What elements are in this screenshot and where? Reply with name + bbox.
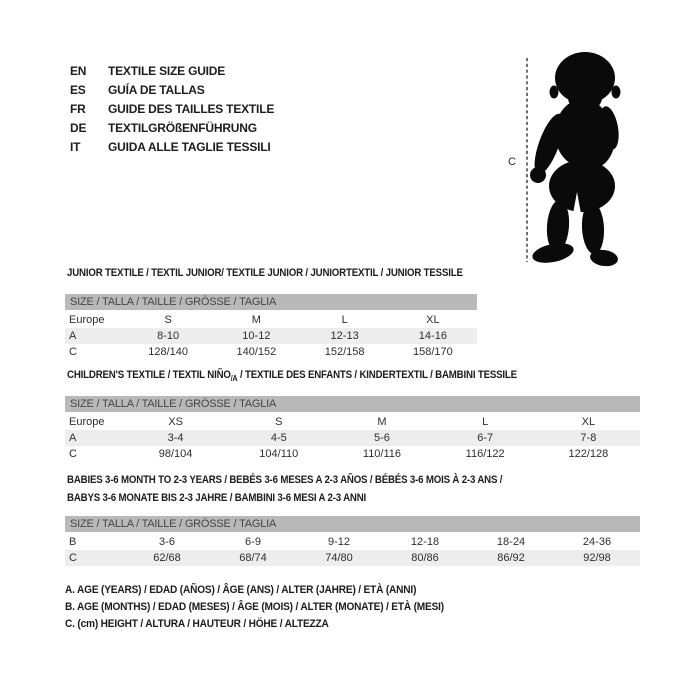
- size-cell: 9-12: [327, 536, 351, 549]
- size-cell: 80/86: [411, 552, 439, 565]
- size-header-bar: SIZE / TALLA / TAILLE / GRÖSSE / TAGLIA: [65, 516, 640, 533]
- size-cell: 74/80: [325, 552, 353, 565]
- size-cell: 110/116: [362, 448, 402, 461]
- footnote-a: A. AGE (YEARS) / EDAD (AÑOS) / ÂGE (ANS)…: [65, 584, 417, 596]
- size-cell: 14-16: [418, 330, 447, 343]
- size-grid: Europe XS S M L XL A 3-4 4-5 5-6 6-7 7-8 C 98/104 104/…: [65, 414, 640, 462]
- size-cell: 4-5: [270, 432, 287, 445]
- footnotes-block: A. AGE (YEARS) / EDAD (AÑOS) / ÂGE (ANS)…: [65, 582, 477, 633]
- language-guide-block: EN TEXTILE SIZE GUIDE ES GUÍA DE TALLAS …: [70, 62, 274, 157]
- footnote-c: C. (cm) HEIGHT / ALTURA / HAUTEUR / HÖHE…: [65, 618, 329, 630]
- size-row-b: B 3-6 6-9 9-12 12-18 18-24 24-36: [65, 534, 640, 550]
- size-cell: 12-13: [330, 330, 359, 343]
- size-cell: 5-6: [374, 432, 390, 445]
- row-label: B: [69, 536, 77, 549]
- size-row-c: C 62/68 68/74 74/80 80/86 86/92 92/98: [65, 550, 640, 567]
- language-row-de: DE TEXTILGRÖßENFÜHRUNG: [70, 119, 274, 138]
- table-title-line2: BABYS 3-6 MONATE BIS 2-3 JAHRE / BAMBINI…: [67, 492, 367, 505]
- size-cell: 10-12: [242, 330, 271, 343]
- language-code: FR: [70, 102, 86, 116]
- size-grid: Europe S M L XL A 8-10 10-12 12-13 14-16 C 128/140 1…: [65, 312, 477, 360]
- size-cell: 24-36: [582, 536, 612, 549]
- size-cell: 92/98: [583, 552, 611, 565]
- size-row-a: A 8-10 10-12 12-13 14-16: [65, 328, 477, 345]
- babies-textile-table: BABIES 3-6 MONTH TO 2-3 YEARS / BEBÉS 3-…: [65, 473, 640, 567]
- language-code: IT: [70, 140, 81, 154]
- size-cell: 6-7: [477, 432, 494, 445]
- size-cell: 3-4: [167, 432, 184, 445]
- size-cell: 12-18: [410, 536, 440, 549]
- size-cell: 122/128: [568, 448, 609, 461]
- size-cell: XL: [426, 314, 440, 327]
- size-header-bar: SIZE / TALLA / TAILLE / GRÖSSE / TAGLIA: [65, 396, 640, 413]
- size-cell: 158/170: [412, 346, 453, 359]
- size-cell: 62/68: [153, 552, 181, 565]
- language-label: GUIDA ALLE TAGLIE TESSILI: [108, 140, 271, 154]
- baby-silhouette-image: [526, 52, 621, 273]
- height-measure-label: C: [508, 156, 516, 168]
- table-title: CHILDREN'S TEXTILE / TEXTIL NIÑO/A / TEX…: [67, 369, 517, 384]
- size-row-europe: Europe XS S M L XL: [65, 414, 640, 430]
- language-row-fr: FR GUIDE DES TAILLES TEXTILE: [70, 100, 274, 119]
- size-row-a: A 3-4 4-5 5-6 6-7 7-8: [65, 430, 640, 447]
- language-label: TEXTILE SIZE GUIDE: [108, 64, 226, 78]
- size-cell: 104/110: [259, 448, 299, 461]
- size-cell: S: [275, 416, 283, 429]
- language-code: ES: [70, 83, 86, 97]
- language-row-en: EN TEXTILE SIZE GUIDE: [70, 62, 274, 81]
- language-label: TEXTILGRÖßENFÜHRUNG: [108, 121, 257, 135]
- size-cell: 98/104: [158, 448, 193, 461]
- row-label: A: [69, 432, 77, 445]
- childrens-textile-table: CHILDREN'S TEXTILE / TEXTIL NIÑO/A / TEX…: [65, 368, 640, 462]
- size-cell: S: [164, 314, 172, 327]
- size-header-bar: SIZE / TALLA / TAILLE / GRÖSSE / TAGLIA: [65, 294, 477, 311]
- table-title: BABIES 3-6 MONTH TO 2-3 YEARS / BEBÉS 3-…: [67, 473, 571, 506]
- size-cell: 68/74: [239, 552, 267, 565]
- size-grid: B 3-6 6-9 9-12 12-18 18-24 24-36 C 62/68 68/74 74/…: [65, 534, 640, 567]
- language-row-es: ES GUÍA DE TALLAS: [70, 81, 274, 100]
- row-label: Europe: [69, 314, 105, 327]
- size-cell: 18-24: [496, 536, 526, 549]
- size-cell: 128/140: [148, 346, 188, 359]
- footnote-b: B. AGE (MONTHS) / EDAD (MESES) / ÂGE (MO…: [65, 601, 444, 613]
- language-code: DE: [70, 121, 87, 135]
- size-cell: 6-9: [245, 536, 261, 549]
- row-label: C: [69, 552, 77, 565]
- size-cell: 7-8: [580, 432, 597, 445]
- language-label: GUÍA DE TALLAS: [108, 83, 205, 97]
- size-cell: 8-10: [157, 330, 180, 343]
- size-cell: 3-6: [159, 536, 175, 549]
- junior-textile-table: JUNIOR TEXTILE / TEXTIL JUNIOR/ TEXTILE …: [65, 266, 477, 360]
- row-label: A: [69, 330, 77, 343]
- size-cell: M: [377, 416, 387, 429]
- row-label: Europe: [69, 416, 105, 429]
- baby-silhouette-figure: [505, 48, 640, 273]
- language-row-it: IT GUIDA ALLE TAGLIE TESSILI: [70, 138, 274, 157]
- size-cell: 86/92: [497, 552, 525, 565]
- size-cell: XS: [168, 416, 183, 429]
- size-row-c: C 128/140 140/152 152/158 158/170: [65, 344, 477, 360]
- row-label: C: [69, 448, 77, 461]
- size-row-europe: Europe S M L XL: [65, 312, 477, 328]
- size-cell: 140/152: [236, 346, 277, 359]
- row-label: C: [69, 346, 77, 359]
- size-cell: XL: [581, 416, 596, 429]
- table-title: JUNIOR TEXTILE / TEXTIL JUNIOR/ TEXTILE …: [67, 267, 463, 279]
- size-cell: 116/122: [465, 448, 505, 461]
- size-cell: L: [482, 416, 489, 429]
- language-code: EN: [70, 64, 87, 78]
- size-cell: M: [251, 314, 261, 327]
- size-cell: L: [341, 314, 348, 327]
- size-row-c: C 98/104 104/110 110/116 116/122 122/128: [65, 446, 640, 462]
- size-cell: 152/158: [324, 346, 365, 359]
- language-label: GUIDE DES TAILLES TEXTILE: [108, 102, 275, 116]
